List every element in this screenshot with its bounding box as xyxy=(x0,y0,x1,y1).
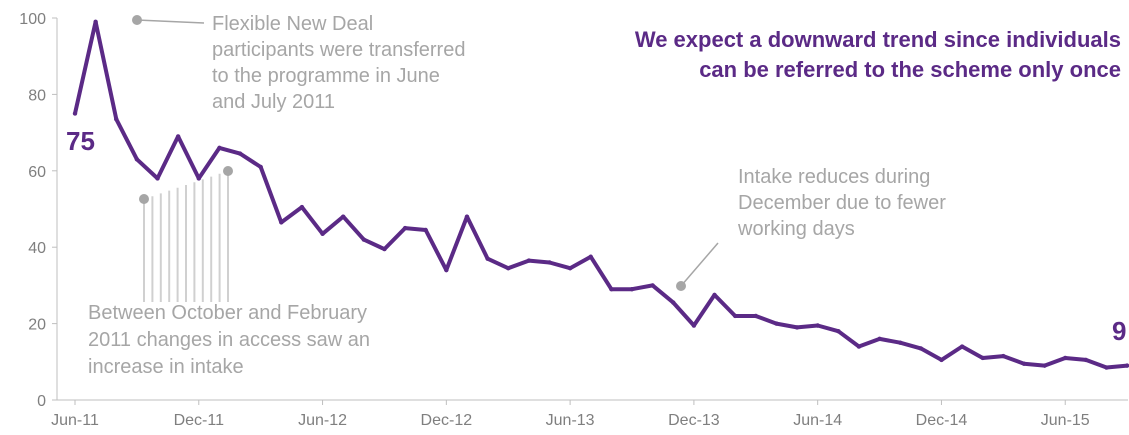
data-point xyxy=(175,134,181,139)
data-point xyxy=(1083,357,1089,363)
series-points xyxy=(72,19,1129,370)
y-tick-label: 40 xyxy=(28,240,46,257)
data-point xyxy=(629,287,635,292)
annotation-flexible-line-1: Flexible New Deal xyxy=(212,13,373,35)
data-point xyxy=(464,214,470,219)
data-point xyxy=(732,313,738,319)
data-point xyxy=(340,214,346,219)
x-tick-label: Dec-11 xyxy=(174,412,224,429)
data-point xyxy=(485,256,490,261)
data-point xyxy=(567,266,573,271)
x-tick-label: Dec-12 xyxy=(421,412,473,429)
annotation-shapes xyxy=(132,15,719,302)
data-point xyxy=(93,19,98,25)
data-point xyxy=(114,117,119,122)
data-point xyxy=(1001,353,1006,359)
y-tick-label: 60 xyxy=(28,164,46,181)
chart-axes xyxy=(56,18,1128,401)
data-point xyxy=(237,151,243,156)
y-tick-label: 0 xyxy=(37,393,46,410)
data-point xyxy=(526,258,532,263)
data-point xyxy=(1021,361,1027,366)
data-point xyxy=(320,231,325,237)
annotation-flexible-line-3: to the programme in June xyxy=(212,65,440,87)
annotation-between-line-1: Between October and February xyxy=(88,302,367,324)
data-point xyxy=(1124,363,1129,368)
data-point xyxy=(650,283,655,288)
annotation-december-line-1: Intake reduces during xyxy=(738,166,930,188)
data-point xyxy=(361,237,367,242)
y-tick-label: 80 xyxy=(28,87,46,104)
y-axis-ticks: 0 20 40 60 80 100 xyxy=(19,11,57,410)
data-point xyxy=(588,254,593,259)
data-point xyxy=(196,176,201,181)
data-point xyxy=(423,227,428,233)
end-value-label: 9 xyxy=(1112,316,1126,346)
data-point xyxy=(609,287,614,292)
data-point xyxy=(918,346,924,351)
data-point xyxy=(279,220,284,225)
data-point xyxy=(712,292,717,298)
data-point xyxy=(382,246,387,252)
x-tick-label: Dec-13 xyxy=(668,412,720,429)
data-point xyxy=(72,111,78,116)
data-point xyxy=(691,323,697,328)
data-point xyxy=(1063,355,1068,361)
data-point xyxy=(836,329,841,334)
x-axis-ticks: Jun-11 Dec-11 Jun-12 Dec-12 Jun-13 Dec-13 Jun-… xyxy=(51,400,1090,429)
data-point xyxy=(1042,363,1047,368)
headline-line-2: can be referred to the scheme only once xyxy=(699,57,1121,82)
x-tick-label: Jun-15 xyxy=(1041,412,1090,429)
annotation-between-line-3: increase in intake xyxy=(88,356,244,378)
data-point xyxy=(547,260,552,265)
data-point xyxy=(217,145,222,151)
y-tick-label: 20 xyxy=(28,317,46,334)
data-point xyxy=(959,344,965,349)
annotation-flexible-line-4: and July 2011 xyxy=(212,91,335,113)
annotation-between-line-2: 2011 changes in access saw an xyxy=(88,329,370,351)
annotation-marker-february xyxy=(223,166,233,176)
data-point xyxy=(402,225,408,231)
data-point xyxy=(258,164,263,170)
annotation-flexible-line-2: participants were transferred xyxy=(212,39,465,61)
data-point xyxy=(753,313,758,319)
data-point xyxy=(815,323,820,328)
annotation-marker-october xyxy=(139,194,149,204)
data-point xyxy=(1104,365,1109,370)
data-point xyxy=(155,176,160,181)
data-point xyxy=(794,325,800,330)
data-point xyxy=(939,357,944,363)
annotation-connector-flexible xyxy=(136,19,205,24)
data-point xyxy=(980,355,985,361)
x-tick-label: Jun-12 xyxy=(298,412,347,429)
y-tick-label: 100 xyxy=(19,11,46,28)
x-tick-label: Jun-13 xyxy=(546,412,595,429)
data-point xyxy=(671,300,676,305)
annotation-connector-december xyxy=(680,242,719,287)
x-tick-label: Jun-14 xyxy=(793,412,842,429)
series-line xyxy=(73,19,1129,370)
x-tick-label: Dec-14 xyxy=(916,412,968,429)
headline-line-1: We expect a downward trend since individ… xyxy=(635,27,1121,52)
annotation-december-line-2: December due to fewer xyxy=(738,192,946,214)
data-point xyxy=(444,267,449,273)
data-point xyxy=(134,157,140,162)
start-value-label: 75 xyxy=(66,126,95,156)
data-point xyxy=(299,204,305,210)
data-point xyxy=(898,340,903,345)
annotation-december-line-3: working days xyxy=(737,218,855,240)
data-point xyxy=(774,321,779,326)
data-point xyxy=(856,344,862,349)
x-tick-label: Jun-11 xyxy=(51,412,99,429)
data-point xyxy=(877,336,882,342)
data-point xyxy=(506,266,511,271)
